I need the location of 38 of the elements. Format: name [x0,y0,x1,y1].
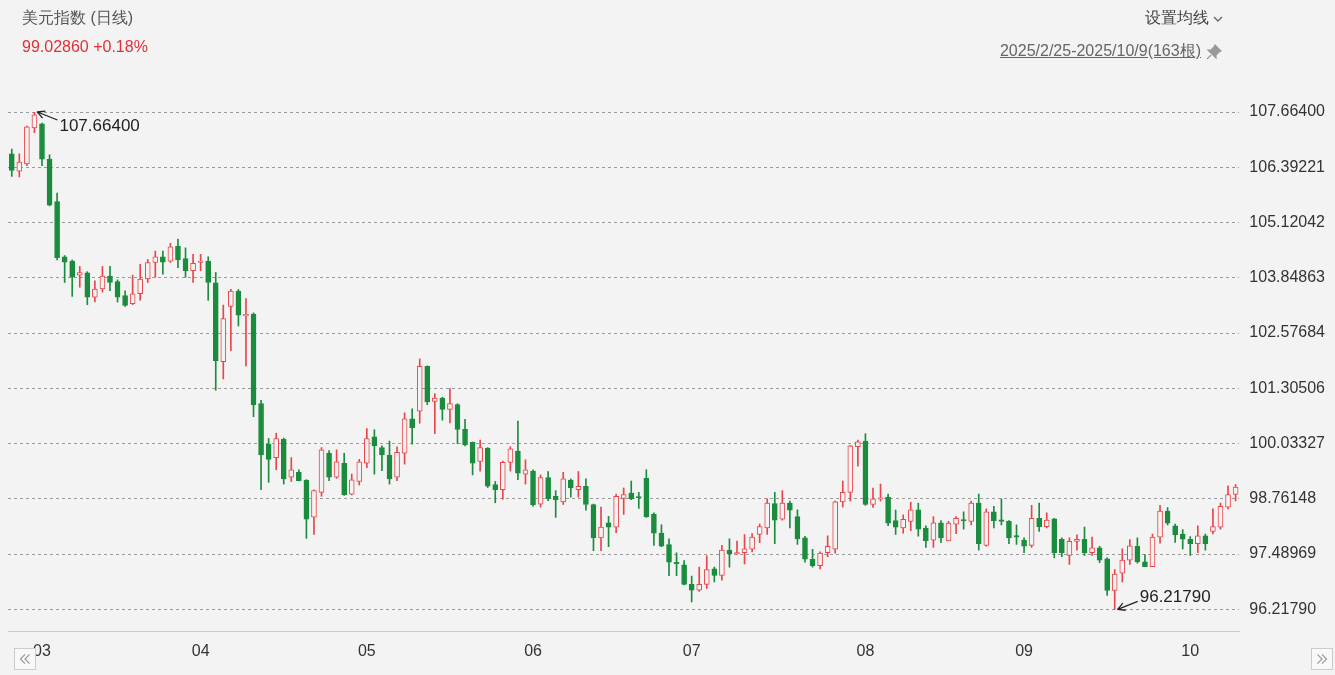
x-tick-label: 05 [357,641,376,659]
y-tick-label: 96.21790 [1249,599,1317,617]
candlestick [552,490,559,518]
x-tick-label: 07 [682,641,701,659]
x-tick-label: 04 [191,641,210,659]
x-tick-label: 08 [856,641,875,659]
candlestick [1089,536,1095,556]
y-tick-label: 102.57684 [1249,323,1326,341]
candlestick [635,492,642,509]
y-tick-label: 103.84863 [1249,268,1326,286]
annotation: 96.21790 [1139,586,1211,606]
y-tick-label: 97.48969 [1249,544,1317,562]
candlestick [1074,534,1080,551]
x-tick-label: 09 [1015,641,1034,659]
candlestick [855,439,861,467]
candlestick [243,298,249,367]
x-tick-label: 06 [524,641,543,659]
y-tick-label: 106.39221 [1249,157,1326,175]
candlestick [734,540,740,555]
chart-title: 美元指数 (日线) [22,8,134,28]
chart-subtitle: 99.02860 +0.18% [22,38,148,56]
y-tick-label: 105.12042 [1249,212,1326,230]
candlestick [696,566,703,592]
y-tick-label: 107.66400 [1249,102,1326,120]
text: 设置均线 [1145,8,1209,28]
candlestick [1187,536,1194,556]
annotation: 107.66400 [59,115,140,135]
candlestick [620,487,627,515]
y-tick-label: 101.30506 [1249,378,1326,396]
candlestick [431,393,438,435]
candlestick [688,575,695,603]
y-tick-label: 98.76148 [1249,489,1317,507]
candlestick [598,506,604,551]
y-tick-label: 100.03327 [1249,433,1326,451]
candlestick [152,250,159,278]
x-tick-label: 10 [1181,641,1200,659]
text: 2025/2/25-2025/10/9(163根) [999,41,1201,61]
candlestick [447,388,453,424]
